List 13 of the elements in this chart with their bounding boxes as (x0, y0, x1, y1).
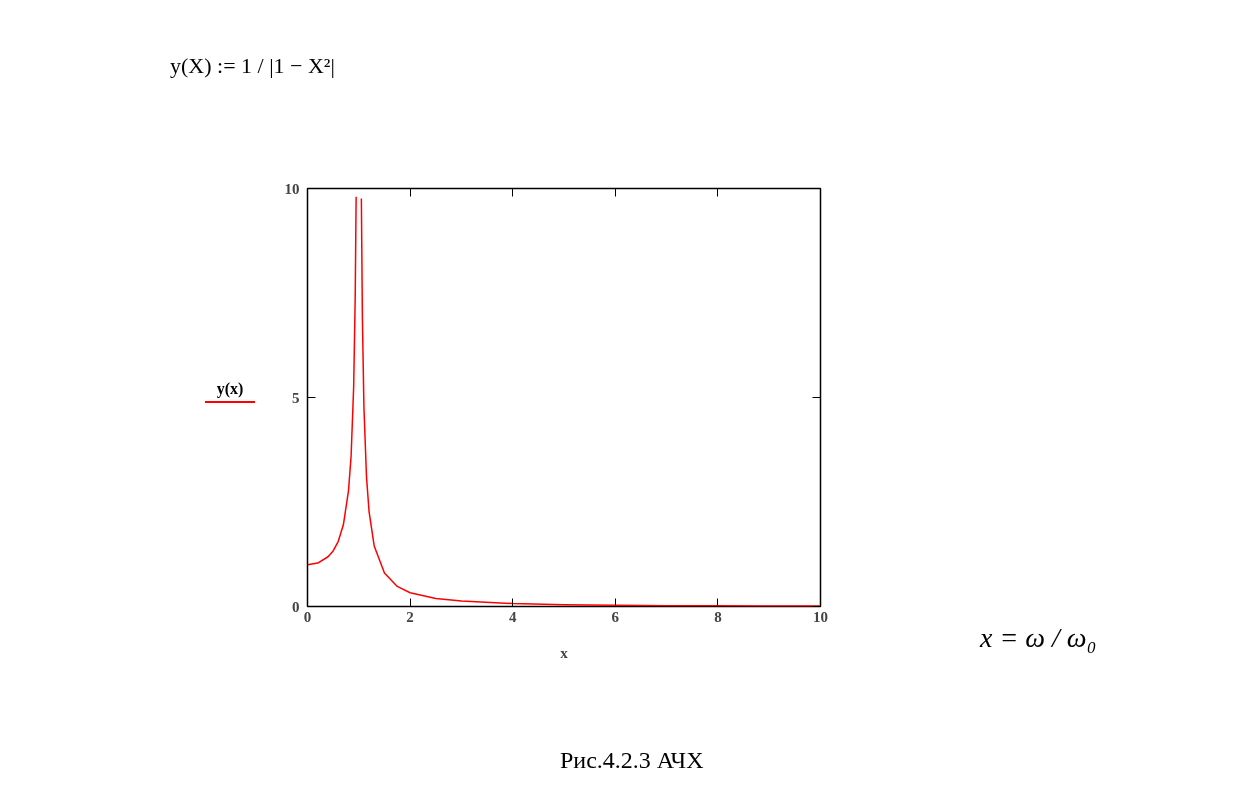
text: y(X) := 1 / |1 − X²| (169, 52, 335, 80)
x-tick-label: 0 (303, 608, 312, 625)
text: Рис.4.2.3 АЧХ (559, 746, 704, 775)
x-tick-label: 2 (406, 608, 414, 625)
y-tick-label: 10 (284, 180, 300, 197)
y-axis-title: y(x) (205, 378, 255, 403)
x-tick-label: 10 (813, 608, 828, 625)
x-tick-label: 8 (714, 608, 722, 625)
text: x = ω / ω₀ (978, 621, 1097, 655)
x-tick-label: 6 (611, 608, 620, 625)
x-axis-title: x (560, 644, 569, 661)
x-tick-label: 4 (508, 608, 517, 625)
y-tick-label: 5 (292, 389, 300, 406)
